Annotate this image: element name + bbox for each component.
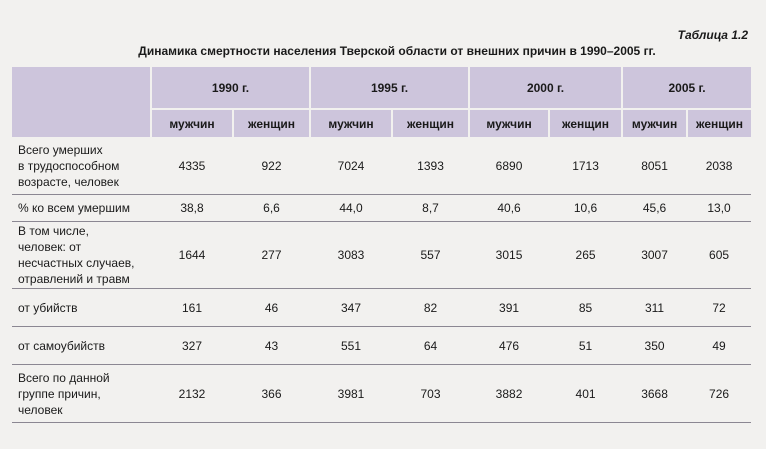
value-cell: 3007 [622,221,688,289]
value-cell: 64 [392,326,470,365]
value-cell: 7024 [310,137,393,195]
value-cell: 6890 [469,137,550,195]
value-cell: 551 [310,326,393,365]
value-cell: 605 [687,221,752,289]
value-cell: 161 [151,288,233,327]
value-cell: 40,6 [469,194,550,222]
value-cell: 327 [151,326,233,365]
value-cell: 49 [687,326,752,365]
sex-header: мужчин [309,108,393,137]
value-cell: 10,6 [549,194,623,222]
value-cell: 6,6 [233,194,311,222]
value-cell: 366 [233,364,311,423]
value-cell: 1393 [392,137,470,195]
row-label-line: Всего умерших [18,142,103,157]
value-cell: 703 [392,364,470,423]
row-label-line: человек [18,402,63,417]
mortality-table: 1990 г. 1995 г. 2000 г. 2005 г. мужчин ж… [12,67,752,423]
value-cell: 1713 [549,137,623,195]
sex-header-row: мужчин женщин мужчин женщин мужчин женщи… [12,108,752,137]
sex-header: мужчин [468,108,550,137]
value-cell: 8,7 [392,194,470,222]
table-row: от самоубийств 327 43 551 64 476 51 350 49 [12,326,752,365]
value-cell: 51 [549,326,623,365]
value-cell: 265 [549,221,623,289]
value-cell: 3882 [469,364,550,423]
value-cell: 3668 [622,364,688,423]
value-cell: 476 [469,326,550,365]
row-label-line: в трудоспособном [18,158,120,173]
row-label-line: несчастных случаев, [18,256,135,270]
value-cell: 350 [622,326,688,365]
table-row: В том числе, человек: от несчастных случае… [12,221,752,289]
value-cell: 85 [549,288,623,327]
sex-header: женщин [231,108,311,137]
row-label-line: отравлений и травм [18,272,130,286]
table-caption: Таблица 1.2 [677,28,748,42]
value-cell: 4335 [151,137,233,195]
year-header: 2000 г. [468,67,623,109]
year-header: 2005 г. [621,67,752,109]
sex-header: женщин [391,108,470,137]
row-label-line: % ко всем умершим [18,201,130,215]
value-cell: 3015 [469,221,550,289]
row-label-line: человек: от [18,240,82,254]
value-cell: 922 [233,137,311,195]
row-label: В том числе, человек: от несчастных случае… [12,221,151,289]
table-title: Динамика смертности населения Тверской о… [138,44,656,58]
row-label-line: возрасте, человек [18,174,119,189]
year-header: 1995 г. [309,67,470,109]
row-label-line: Всего по данной [18,370,110,385]
row-label: от убийств [12,288,151,327]
row-label: от самоубийств [12,326,151,365]
row-label-line: от убийств [18,300,78,315]
header-corner-cell [12,67,151,137]
row-label-line: В том числе, [18,224,89,238]
value-cell: 1644 [151,221,233,289]
value-cell: 311 [622,288,688,327]
table-row: от убийств 161 46 347 82 391 85 311 72 [12,288,752,327]
year-header: 1990 г. [149,67,311,109]
value-cell: 72 [687,288,752,327]
value-cell: 44,0 [310,194,393,222]
value-cell: 8051 [622,137,688,195]
sex-header: мужчин [150,108,233,137]
value-cell: 2038 [687,137,752,195]
value-cell: 46 [233,288,311,327]
table-row: Всего умерших в трудоспособном возрасте, ч… [12,137,752,195]
row-label-line: от самоубийств [18,338,105,353]
value-cell: 2132 [151,364,233,423]
value-cell: 391 [469,288,550,327]
table-row: Всего по данной группе причин, человек 2132… [12,364,752,423]
value-cell: 726 [687,364,752,423]
year-header-row: 1990 г. 1995 г. 2000 г. 2005 г. [12,67,752,137]
value-cell: 277 [233,221,311,289]
value-cell: 13,0 [687,194,752,222]
value-cell: 401 [549,364,623,423]
value-cell: 43 [233,326,311,365]
value-cell: 3981 [310,364,393,423]
value-cell: 347 [310,288,393,327]
value-cell: 45,6 [622,194,688,222]
row-label: % ко всем умершим [12,194,151,222]
table-row: % ко всем умершим 38,8 6,6 44,0 8,7 40,6 10,6 4… [12,194,752,222]
sex-header: женщин [548,108,623,137]
table-body: Всего умерших в трудоспособном возрасте, ч… [12,137,752,423]
value-cell: 82 [392,288,470,327]
value-cell: 3083 [310,221,393,289]
row-label: Всего умерших в трудоспособном возрасте, ч… [12,137,151,195]
sex-header: мужчин [621,108,688,137]
sex-header: женщин [686,108,752,137]
row-label: Всего по данной группе причин, человек [12,364,151,423]
row-label-line: группе причин, [18,386,101,401]
value-cell: 38,8 [151,194,233,222]
value-cell: 557 [392,221,470,289]
table-header: 1990 г. 1995 г. 2000 г. 2005 г. мужчин ж… [12,67,752,137]
